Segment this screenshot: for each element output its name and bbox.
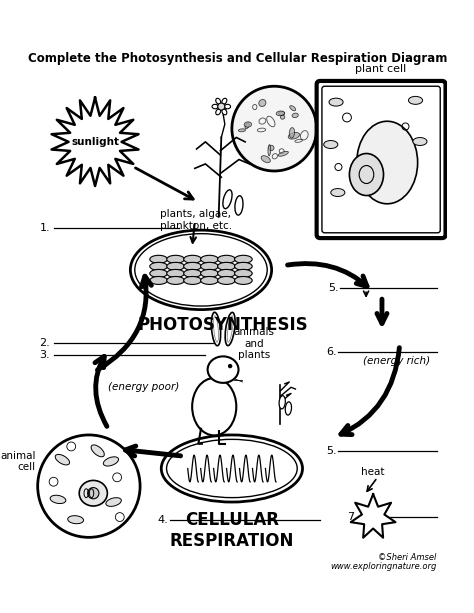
Ellipse shape xyxy=(167,270,184,277)
Ellipse shape xyxy=(218,276,235,284)
Circle shape xyxy=(232,86,317,171)
Text: plant cell: plant cell xyxy=(356,64,407,74)
Ellipse shape xyxy=(192,378,237,435)
Ellipse shape xyxy=(331,189,345,197)
FancyBboxPatch shape xyxy=(317,81,446,238)
Ellipse shape xyxy=(409,96,423,104)
Ellipse shape xyxy=(278,112,284,115)
Ellipse shape xyxy=(281,115,285,119)
Text: PHOTOSYNTHESIS: PHOTOSYNTHESIS xyxy=(138,316,309,333)
Ellipse shape xyxy=(238,129,246,132)
Ellipse shape xyxy=(279,395,285,409)
Circle shape xyxy=(218,103,225,110)
Ellipse shape xyxy=(150,276,167,284)
Text: 3.: 3. xyxy=(39,351,50,360)
Ellipse shape xyxy=(224,104,230,109)
Ellipse shape xyxy=(150,255,167,263)
Text: www.exploringnature.org: www.exploringnature.org xyxy=(330,562,437,571)
Text: heat: heat xyxy=(361,466,385,477)
Ellipse shape xyxy=(167,276,184,284)
Ellipse shape xyxy=(216,109,221,115)
Ellipse shape xyxy=(212,104,218,109)
Text: (energy rich): (energy rich) xyxy=(364,356,430,366)
Ellipse shape xyxy=(276,111,285,116)
Ellipse shape xyxy=(235,276,252,284)
Ellipse shape xyxy=(201,276,219,284)
Ellipse shape xyxy=(290,105,296,111)
Polygon shape xyxy=(351,494,395,538)
Ellipse shape xyxy=(235,262,252,270)
Ellipse shape xyxy=(222,109,227,115)
Ellipse shape xyxy=(201,262,219,270)
Ellipse shape xyxy=(167,262,184,270)
Ellipse shape xyxy=(79,481,108,506)
Polygon shape xyxy=(52,97,138,186)
Ellipse shape xyxy=(68,516,83,524)
Ellipse shape xyxy=(50,495,66,503)
Ellipse shape xyxy=(184,255,201,263)
Text: Complete the Photosynthesis and Cellular Respiration Diagram: Complete the Photosynthesis and Cellular… xyxy=(28,52,448,65)
Ellipse shape xyxy=(150,262,167,270)
Text: animal
cell: animal cell xyxy=(0,451,36,472)
Ellipse shape xyxy=(201,270,219,277)
Ellipse shape xyxy=(285,402,292,415)
Ellipse shape xyxy=(130,230,272,310)
Text: 2.: 2. xyxy=(39,338,50,348)
Circle shape xyxy=(37,435,140,538)
Text: animals
and
plants: animals and plants xyxy=(234,327,274,360)
Ellipse shape xyxy=(289,128,295,138)
Ellipse shape xyxy=(324,140,338,148)
Ellipse shape xyxy=(235,196,243,215)
Ellipse shape xyxy=(269,145,274,151)
Ellipse shape xyxy=(184,276,201,284)
Ellipse shape xyxy=(91,445,104,457)
Text: (energy poor): (energy poor) xyxy=(108,383,179,392)
Ellipse shape xyxy=(245,123,249,129)
Ellipse shape xyxy=(349,153,383,196)
Text: 5.: 5. xyxy=(328,283,339,292)
Ellipse shape xyxy=(223,190,232,208)
Ellipse shape xyxy=(88,487,99,499)
Ellipse shape xyxy=(235,270,252,277)
Ellipse shape xyxy=(55,454,70,465)
Ellipse shape xyxy=(103,457,118,466)
Ellipse shape xyxy=(222,98,227,104)
FancyBboxPatch shape xyxy=(322,86,440,233)
Ellipse shape xyxy=(201,255,219,263)
Circle shape xyxy=(228,364,232,368)
Ellipse shape xyxy=(216,98,221,104)
Text: ©Sheri Amsel: ©Sheri Amsel xyxy=(378,553,437,562)
Ellipse shape xyxy=(278,151,288,156)
Ellipse shape xyxy=(413,137,427,145)
Ellipse shape xyxy=(167,255,184,263)
Ellipse shape xyxy=(235,255,252,263)
Text: 5.: 5. xyxy=(326,446,337,456)
Ellipse shape xyxy=(357,121,418,204)
Ellipse shape xyxy=(184,262,201,270)
Ellipse shape xyxy=(218,270,235,277)
Ellipse shape xyxy=(259,99,266,107)
Ellipse shape xyxy=(106,498,121,506)
Ellipse shape xyxy=(211,312,220,346)
Ellipse shape xyxy=(292,113,298,118)
Text: 4.: 4. xyxy=(158,515,168,525)
Ellipse shape xyxy=(218,262,235,270)
Ellipse shape xyxy=(288,132,300,139)
Text: sunlight: sunlight xyxy=(71,137,119,147)
Ellipse shape xyxy=(218,255,235,263)
Ellipse shape xyxy=(329,98,343,106)
Text: CELLULAR
RESPIRATION: CELLULAR RESPIRATION xyxy=(170,511,294,550)
Text: 7.: 7. xyxy=(347,512,358,522)
Ellipse shape xyxy=(161,435,302,502)
Ellipse shape xyxy=(225,313,235,346)
Text: plants, algae,
plankton, etc.: plants, algae, plankton, etc. xyxy=(160,209,232,230)
Ellipse shape xyxy=(184,270,201,277)
Ellipse shape xyxy=(208,356,238,383)
Ellipse shape xyxy=(150,270,167,277)
Text: 6.: 6. xyxy=(326,347,337,357)
Ellipse shape xyxy=(244,122,252,127)
Ellipse shape xyxy=(261,156,270,162)
Text: 1.: 1. xyxy=(39,223,50,234)
Ellipse shape xyxy=(268,145,271,156)
